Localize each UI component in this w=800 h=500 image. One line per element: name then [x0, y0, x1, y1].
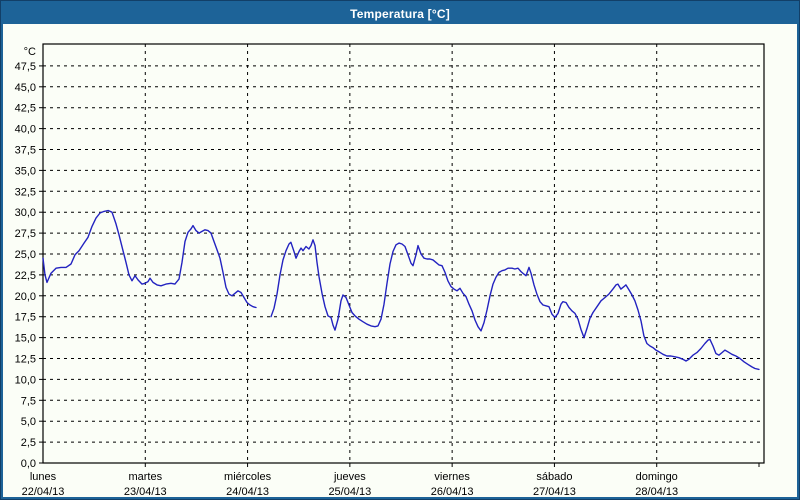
- x-day-name: viernes: [434, 471, 470, 483]
- x-day-name: jueves: [333, 471, 366, 483]
- y-tick-label: 20,0: [15, 291, 36, 303]
- y-tick-label: 5,0: [21, 416, 36, 428]
- x-day-name: sábado: [536, 471, 572, 483]
- window-title: Temperatura [°C]: [350, 6, 450, 21]
- y-tick-label: 35,0: [15, 165, 36, 177]
- y-tick-label: 32,5: [15, 186, 36, 198]
- y-tick-label: 30,0: [15, 207, 36, 219]
- x-day-date: 23/04/13: [124, 486, 167, 498]
- x-day-date: 27/04/13: [533, 486, 576, 498]
- temperature-line: [270, 239, 760, 371]
- y-tick-label: 10,0: [15, 374, 36, 386]
- y-tick-label: 12,5: [15, 354, 36, 366]
- y-tick-label: 17,5: [15, 312, 36, 324]
- y-tick-label: 45,0: [15, 82, 36, 94]
- y-tick-label: 42,5: [15, 103, 36, 115]
- chart-area: 47,5 45,0 42,5 40,0 37,5 35,0 32,5 30,0 27,5 25,0…: [3, 24, 797, 498]
- y-tick-label: 40,0: [15, 124, 36, 136]
- temperature-line: [42, 209, 257, 309]
- y-tick-label: 0,0: [21, 458, 36, 470]
- x-day-name: domingo: [636, 471, 678, 483]
- y-tick-label: 25,0: [15, 249, 36, 261]
- y-tick-label: 22,5: [15, 270, 36, 282]
- y-axis-unit-label: °C: [24, 46, 36, 58]
- y-tick-label: 47,5: [15, 61, 36, 73]
- y-tick-label: 7,5: [21, 395, 36, 407]
- window-titlebar: Temperatura [°C]: [3, 3, 797, 24]
- x-day-date: 28/04/13: [635, 486, 678, 498]
- y-tick-label: 27,5: [15, 228, 36, 240]
- y-tick-label: 37,5: [15, 145, 36, 157]
- x-day-name: miércoles: [224, 471, 272, 483]
- y-tick-label: 2,5: [21, 437, 36, 449]
- x-day-name: martes: [128, 471, 162, 483]
- y-tick-label: 15,0: [15, 333, 36, 345]
- x-day-date: 26/04/13: [431, 486, 474, 498]
- x-day-date: 25/04/13: [328, 486, 371, 498]
- temperature-chart: 47,5 45,0 42,5 40,0 37,5 35,0 32,5 30,0 27,5 25,0…: [15, 43, 765, 498]
- x-day-date: 22/04/13: [22, 486, 65, 498]
- x-day-name: lunes: [30, 471, 57, 483]
- plot-border: [42, 43, 765, 464]
- x-day-date: 24/04/13: [226, 486, 269, 498]
